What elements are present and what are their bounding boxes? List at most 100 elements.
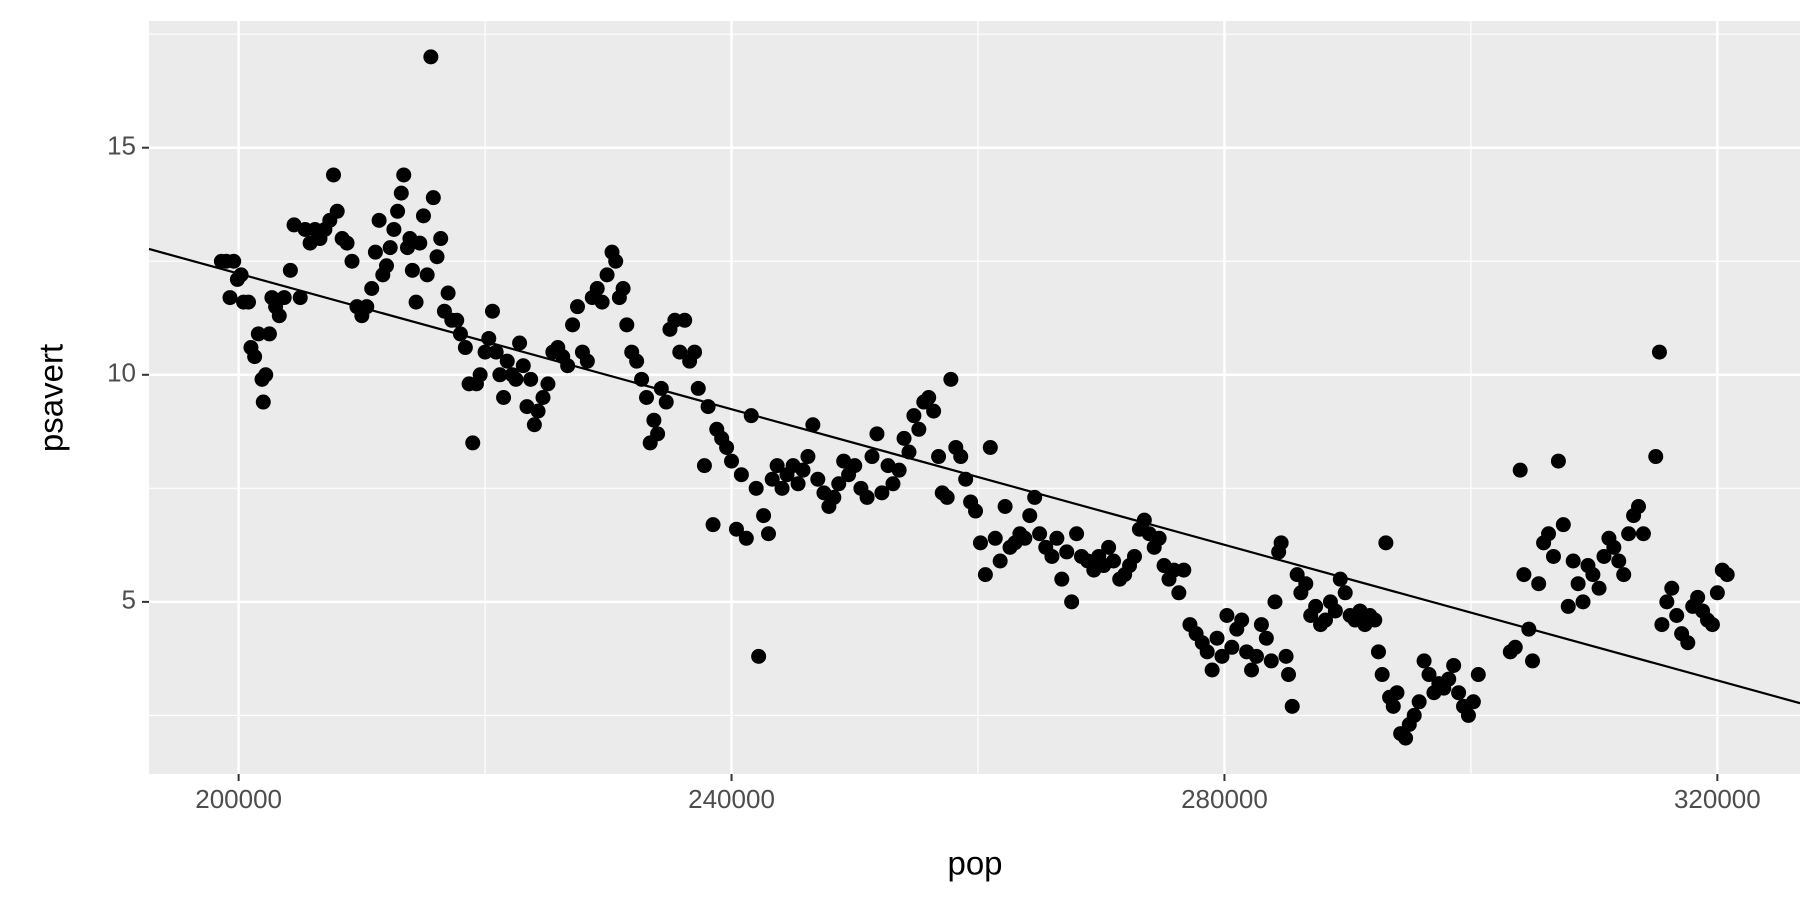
- point: [1630, 498, 1646, 514]
- point: [496, 390, 512, 405]
- point: [1317, 612, 1333, 628]
- point: [1406, 707, 1422, 723]
- point: [1219, 607, 1235, 623]
- point: [1659, 594, 1675, 610]
- point: [472, 367, 488, 383]
- point: [810, 471, 826, 487]
- point: [728, 521, 744, 537]
- point: [672, 344, 688, 360]
- point: [326, 167, 342, 183]
- point: [1621, 526, 1637, 542]
- point: [1064, 594, 1080, 610]
- point: [1421, 667, 1437, 683]
- point: [646, 412, 662, 428]
- point: [560, 358, 576, 374]
- point: [1606, 539, 1622, 555]
- point: [1059, 544, 1075, 560]
- point: [412, 235, 428, 251]
- point: [1248, 648, 1264, 664]
- point: [429, 249, 445, 265]
- point: [926, 403, 942, 419]
- point: [329, 203, 345, 219]
- point: [769, 458, 785, 474]
- point: [1337, 585, 1353, 601]
- point: [939, 489, 955, 505]
- point: [1049, 530, 1065, 546]
- point: [1560, 598, 1576, 614]
- point: [859, 489, 875, 505]
- point: [1690, 589, 1706, 605]
- point: [911, 421, 927, 437]
- point: [515, 358, 531, 374]
- x-tick-label: 280000: [1181, 784, 1268, 814]
- point: [608, 253, 624, 269]
- point: [826, 489, 842, 505]
- point: [408, 294, 424, 310]
- point: [1446, 657, 1462, 673]
- point: [1224, 639, 1240, 655]
- point: [282, 262, 298, 278]
- point: [222, 290, 238, 306]
- point: [1585, 567, 1601, 583]
- point: [423, 49, 439, 65]
- point: [440, 285, 456, 301]
- point: [255, 394, 271, 410]
- point: [1512, 462, 1528, 478]
- point: [805, 417, 821, 433]
- point: [800, 449, 816, 465]
- point: [774, 480, 790, 496]
- point: [874, 485, 890, 501]
- point: [404, 262, 420, 278]
- point: [1244, 662, 1260, 678]
- point: [653, 380, 669, 396]
- point: [508, 371, 524, 387]
- point: [1611, 553, 1627, 569]
- point: [1253, 617, 1269, 633]
- point: [1648, 449, 1664, 465]
- point: [1017, 530, 1033, 546]
- point: [953, 449, 969, 465]
- point: [1470, 667, 1486, 683]
- point: [1327, 603, 1343, 619]
- point: [705, 517, 721, 533]
- point: [724, 453, 740, 469]
- point: [1308, 598, 1324, 614]
- point: [594, 294, 610, 310]
- point: [390, 203, 406, 219]
- point: [1234, 612, 1250, 628]
- point: [1555, 517, 1571, 533]
- point: [1565, 553, 1581, 569]
- point: [1575, 594, 1591, 610]
- point: [751, 648, 767, 664]
- point: [1389, 685, 1405, 701]
- point: [1204, 662, 1220, 678]
- point: [831, 476, 847, 492]
- point: [276, 290, 292, 306]
- point: [579, 353, 595, 369]
- point: [977, 567, 993, 583]
- x-tick-label: 200000: [195, 784, 282, 814]
- point: [1651, 344, 1667, 360]
- point: [1704, 617, 1720, 633]
- point: [629, 353, 645, 369]
- point: [931, 449, 947, 465]
- point: [1378, 535, 1394, 551]
- point: [1709, 585, 1725, 601]
- point: [847, 458, 863, 474]
- x-axis-title: pop: [947, 845, 1002, 882]
- point: [1044, 548, 1060, 564]
- point: [1284, 698, 1300, 714]
- point: [382, 240, 398, 256]
- point: [1263, 653, 1279, 669]
- point: [761, 526, 777, 542]
- point: [250, 326, 266, 342]
- point: [1664, 580, 1680, 596]
- point: [869, 426, 885, 442]
- point: [1199, 644, 1215, 660]
- point: [1596, 548, 1612, 564]
- point: [292, 290, 308, 306]
- point: [1278, 648, 1294, 664]
- point: [658, 394, 674, 410]
- point: [972, 535, 988, 551]
- point: [1541, 526, 1557, 542]
